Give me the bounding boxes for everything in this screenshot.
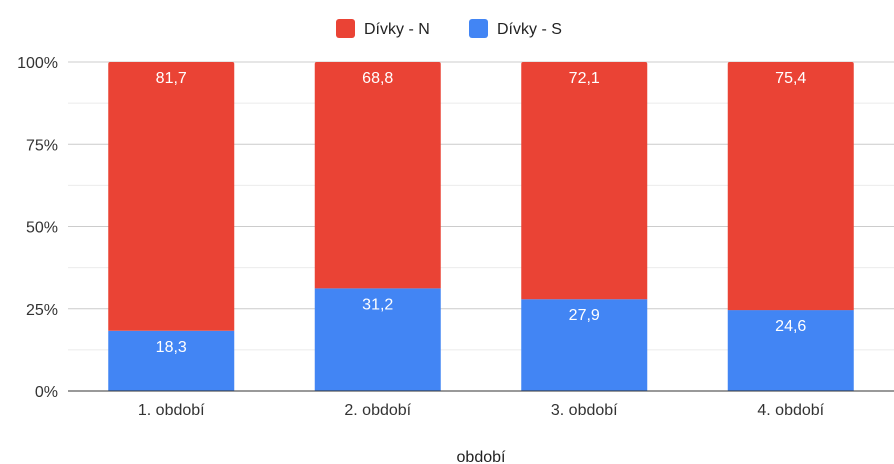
y-tick-label: 75% bbox=[26, 137, 58, 154]
legend-label: Dívky - S bbox=[497, 21, 562, 38]
legend-label: Dívky - N bbox=[364, 21, 430, 38]
bar-segment-s bbox=[108, 330, 235, 391]
y-axis-tick-labels: 0% 25% 50% 75% 100% bbox=[17, 55, 58, 401]
y-tick-label: 25% bbox=[26, 302, 58, 319]
y-tick-label: 50% bbox=[26, 220, 58, 237]
x-axis-tick-labels: 1. období 2. období 3. období 4. období bbox=[138, 402, 825, 419]
bar-segment-n bbox=[108, 62, 235, 331]
data-label: 31,2 bbox=[362, 296, 393, 313]
legend-swatch bbox=[336, 19, 355, 38]
data-label: 18,3 bbox=[156, 339, 187, 356]
x-tick-label: 4. období bbox=[757, 402, 824, 419]
bar-segment-s bbox=[314, 288, 441, 391]
data-label: 68,8 bbox=[362, 70, 393, 87]
data-label: 27,9 bbox=[569, 307, 600, 324]
x-tick-label: 3. období bbox=[551, 402, 618, 419]
x-axis-title: období bbox=[457, 449, 506, 464]
bar-segment-n bbox=[314, 62, 441, 289]
bar-segment-n bbox=[727, 62, 854, 311]
bar-segment-n bbox=[521, 62, 648, 300]
data-label: 81,7 bbox=[156, 70, 187, 87]
legend-swatch bbox=[469, 19, 488, 38]
data-label: 24,6 bbox=[775, 318, 806, 335]
x-tick-label: 1. období bbox=[138, 402, 205, 419]
data-label: 75,4 bbox=[775, 70, 806, 87]
bars bbox=[108, 62, 854, 391]
bar-segment-s bbox=[521, 299, 648, 391]
y-tick-label: 100% bbox=[17, 55, 58, 72]
bar-segment-s bbox=[727, 310, 854, 391]
y-tick-label: 0% bbox=[35, 384, 58, 401]
data-label: 72,1 bbox=[569, 70, 600, 87]
legend: Dívky - N Dívky - S bbox=[336, 19, 562, 38]
x-tick-label: 2. období bbox=[344, 402, 411, 419]
data-labels: 18,3 81,7 31,2 68,8 27,9 72,1 24,6 75,4 bbox=[156, 70, 807, 356]
